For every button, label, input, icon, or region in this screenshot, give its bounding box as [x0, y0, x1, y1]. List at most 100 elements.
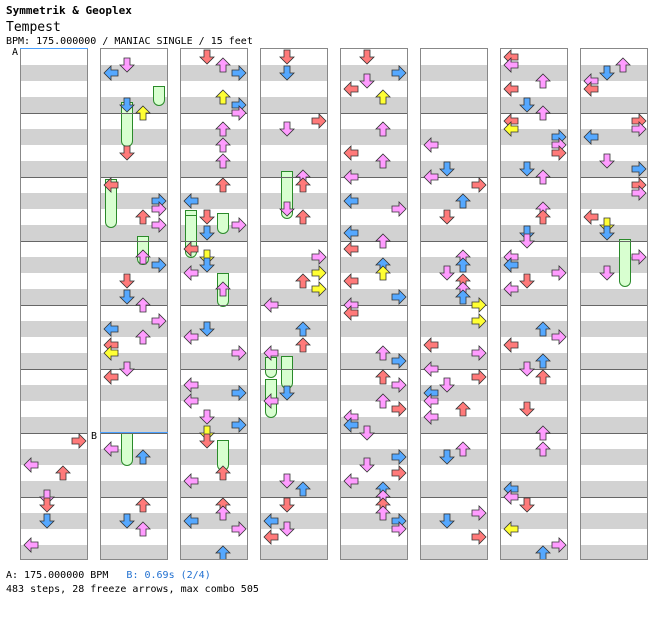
right-arrow-icon: [471, 297, 487, 313]
up-arrow-icon: [135, 297, 151, 313]
left-arrow-icon: [423, 393, 439, 409]
left-arrow-icon: [263, 345, 279, 361]
up-arrow-icon: [535, 353, 551, 369]
down-arrow-icon: [199, 257, 215, 273]
right-arrow-icon: [391, 449, 407, 465]
measure-line: [101, 177, 167, 178]
right-arrow-icon: [391, 377, 407, 393]
measure-line: [341, 113, 407, 114]
left-arrow-icon: [343, 417, 359, 433]
left-arrow-icon: [343, 225, 359, 241]
left-arrow-icon: [583, 81, 599, 97]
up-arrow-icon: [375, 393, 391, 409]
down-arrow-icon: [279, 49, 295, 65]
down-arrow-icon: [39, 513, 55, 529]
down-arrow-icon: [439, 265, 455, 281]
measure-line: [501, 177, 567, 178]
measure-line: [421, 177, 487, 178]
down-arrow-icon: [119, 361, 135, 377]
measure-line: [21, 241, 87, 242]
right-arrow-icon: [151, 257, 167, 273]
right-arrow-icon: [471, 345, 487, 361]
down-arrow-icon: [119, 273, 135, 289]
measure-line: [261, 433, 327, 434]
up-arrow-icon: [215, 153, 231, 169]
up-arrow-icon: [135, 449, 151, 465]
down-arrow-icon: [279, 497, 295, 513]
up-arrow-icon: [535, 209, 551, 225]
measure-line: [101, 113, 167, 114]
left-arrow-icon: [583, 129, 599, 145]
left-arrow-icon: [503, 521, 519, 537]
left-arrow-icon: [343, 145, 359, 161]
measure-line: [261, 177, 327, 178]
down-arrow-icon: [359, 457, 375, 473]
down-arrow-icon: [279, 385, 295, 401]
measure-line: [501, 497, 567, 498]
down-arrow-icon: [119, 289, 135, 305]
measure-line: [341, 369, 407, 370]
up-arrow-icon: [135, 497, 151, 513]
song-artist: Symmetrik & Geoplex: [6, 4, 132, 17]
down-arrow-icon: [199, 225, 215, 241]
down-arrow-icon: [519, 233, 535, 249]
right-arrow-icon: [471, 505, 487, 521]
down-arrow-icon: [39, 489, 55, 505]
right-arrow-icon: [551, 537, 567, 553]
right-arrow-icon: [231, 65, 247, 81]
measure-line: [421, 497, 487, 498]
up-arrow-icon: [215, 465, 231, 481]
down-arrow-icon: [119, 97, 135, 113]
measure-line: [581, 433, 647, 434]
down-arrow-icon: [119, 57, 135, 73]
right-arrow-icon: [551, 329, 567, 345]
measure-line: [341, 305, 407, 306]
down-arrow-icon: [599, 225, 615, 241]
down-arrow-icon: [439, 377, 455, 393]
down-arrow-icon: [599, 65, 615, 81]
left-arrow-icon: [183, 513, 199, 529]
down-arrow-icon: [519, 97, 535, 113]
freeze-arrow: [619, 239, 631, 287]
left-arrow-icon: [183, 473, 199, 489]
left-arrow-icon: [183, 241, 199, 257]
down-arrow-icon: [39, 497, 55, 513]
up-arrow-icon: [135, 329, 151, 345]
up-arrow-icon: [535, 321, 551, 337]
right-arrow-icon: [391, 201, 407, 217]
up-arrow-icon: [535, 169, 551, 185]
up-arrow-icon: [215, 57, 231, 73]
left-arrow-icon: [503, 81, 519, 97]
right-arrow-icon: [631, 121, 647, 137]
up-arrow-icon: [295, 209, 311, 225]
up-arrow-icon: [375, 369, 391, 385]
up-arrow-icon: [535, 425, 551, 441]
down-arrow-icon: [599, 153, 615, 169]
up-arrow-icon: [215, 505, 231, 521]
left-arrow-icon: [343, 241, 359, 257]
right-arrow-icon: [471, 369, 487, 385]
down-arrow-icon: [359, 425, 375, 441]
up-arrow-icon: [295, 321, 311, 337]
right-arrow-icon: [471, 177, 487, 193]
right-arrow-icon: [391, 65, 407, 81]
left-arrow-icon: [183, 193, 199, 209]
left-arrow-icon: [103, 369, 119, 385]
up-arrow-icon: [375, 345, 391, 361]
left-arrow-icon: [503, 257, 519, 273]
measure-line: [501, 113, 567, 114]
down-arrow-icon: [519, 225, 535, 241]
left-arrow-icon: [503, 121, 519, 137]
up-arrow-icon: [535, 369, 551, 385]
down-arrow-icon: [199, 433, 215, 449]
up-arrow-icon: [455, 401, 471, 417]
up-arrow-icon: [375, 233, 391, 249]
left-arrow-icon: [263, 513, 279, 529]
up-arrow-icon: [375, 89, 391, 105]
left-arrow-icon: [103, 441, 119, 457]
freeze-arrow: [121, 432, 133, 466]
bpm-marker-a: A: [12, 47, 19, 58]
up-arrow-icon: [375, 265, 391, 281]
right-arrow-icon: [631, 249, 647, 265]
measure-line: [101, 305, 167, 306]
